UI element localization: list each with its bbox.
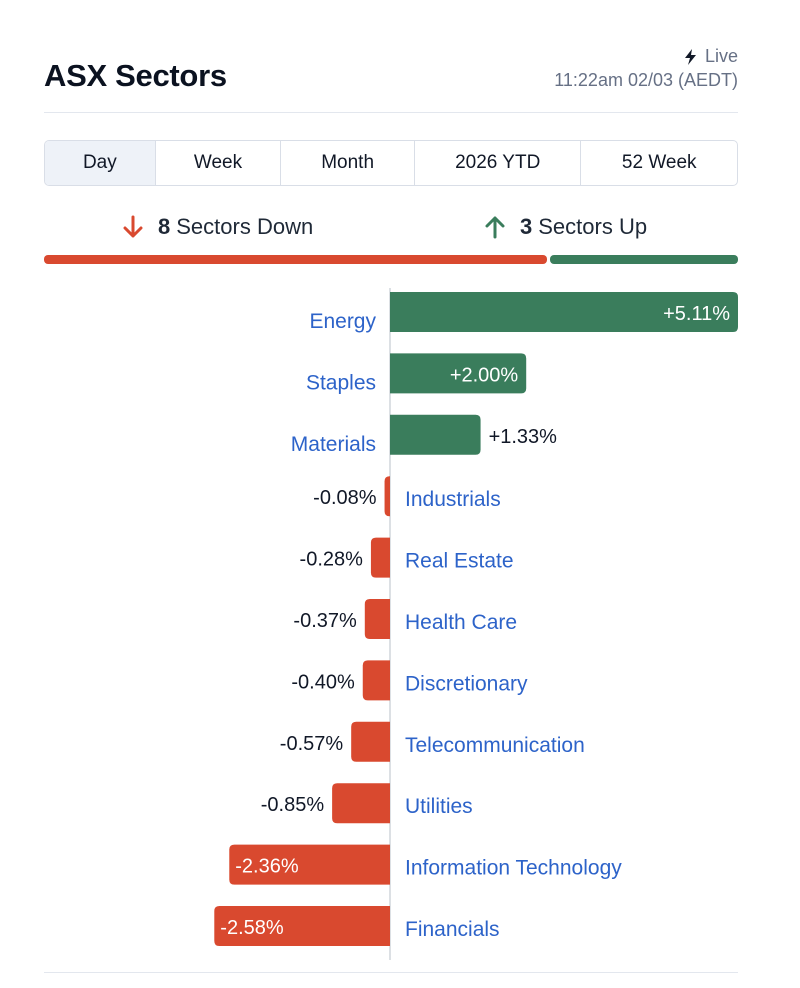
value-label: -0.85% <box>261 794 325 816</box>
value-label: -2.58% <box>220 917 284 939</box>
value-label: -0.40% <box>291 671 355 693</box>
sectors-up-summary: 3 Sectors Up <box>482 210 647 244</box>
category-label[interactable]: Health Care <box>405 611 517 634</box>
bottom-divider <box>44 972 738 973</box>
value-label: -0.28% <box>300 549 364 571</box>
bar-energy[interactable] <box>390 292 738 332</box>
tab-52-week[interactable]: 52 Week <box>621 152 697 173</box>
ratio-bar-down <box>44 255 547 264</box>
sector-ratio-bar <box>44 255 738 264</box>
tab-ytd[interactable]: 2026 YTD <box>415 141 582 185</box>
bar-industrials[interactable] <box>384 476 390 517</box>
sectors-down-count: 8 <box>158 214 171 239</box>
category-label[interactable]: Discretionary <box>405 672 528 695</box>
sectors-down-label: Sectors Down <box>176 214 314 239</box>
arrow-up-icon <box>485 216 505 239</box>
bar-health-care[interactable] <box>364 599 390 639</box>
header: ASX Sectors Live 11:22am 02/03 (AEDT) <box>44 40 738 113</box>
live-label: Live <box>704 46 738 66</box>
value-label: +1.33% <box>489 426 558 448</box>
category-label[interactable]: Energy <box>309 310 376 333</box>
bar-materials[interactable] <box>390 414 481 455</box>
category-label[interactable]: Telecommunication <box>405 734 585 757</box>
live-indicator: Live <box>684 46 738 67</box>
sectors-up-label: Sectors Up <box>538 214 648 239</box>
value-label: -0.37% <box>293 610 357 632</box>
category-label[interactable]: Utilities <box>405 795 473 818</box>
category-label[interactable]: Materials <box>291 433 376 456</box>
sector-bar-chart: +5.11% Energy +2.00% Staples +1.33% Materials… <box>214 288 738 960</box>
bar-utilities[interactable] <box>332 783 390 824</box>
value-label: -2.36% <box>235 856 299 878</box>
bar-staples[interactable] <box>390 353 527 394</box>
value-label: -0.57% <box>280 733 344 755</box>
period-tabs: Day Week Month 2026 YTD 52 Week <box>44 140 738 186</box>
category-label[interactable]: Staples <box>306 371 376 394</box>
category-label[interactable]: Information Technology <box>405 857 622 880</box>
sectors-down-summary: 8 Sectors Down <box>120 210 313 244</box>
lightning-bolt-icon <box>684 48 696 65</box>
value-label: +2.00% <box>450 364 519 386</box>
bar-telecommunication[interactable] <box>351 721 390 762</box>
tab-day[interactable]: Day <box>45 141 156 185</box>
value-label: -0.08% <box>313 487 377 509</box>
arrow-down-icon <box>123 215 143 238</box>
sectors-up-count: 3 <box>520 214 533 239</box>
category-label[interactable]: Real Estate <box>405 550 514 573</box>
tab-week[interactable]: Week <box>156 141 282 185</box>
timestamp: 11:22am 02/03 (AEDT) <box>554 70 738 90</box>
page-title: ASX Sectors <box>44 58 227 93</box>
value-label: +5.11% <box>663 303 730 325</box>
bar-discretionary[interactable] <box>362 660 390 701</box>
category-label[interactable]: Industrials <box>405 488 501 511</box>
ratio-bar-up <box>549 255 738 264</box>
bar-information-technology[interactable] <box>229 844 390 885</box>
bar-financials[interactable] <box>214 906 390 946</box>
category-label[interactable]: Financials <box>405 918 500 941</box>
bar-real-estate[interactable] <box>370 537 390 578</box>
tab-month[interactable]: Month <box>281 141 415 185</box>
